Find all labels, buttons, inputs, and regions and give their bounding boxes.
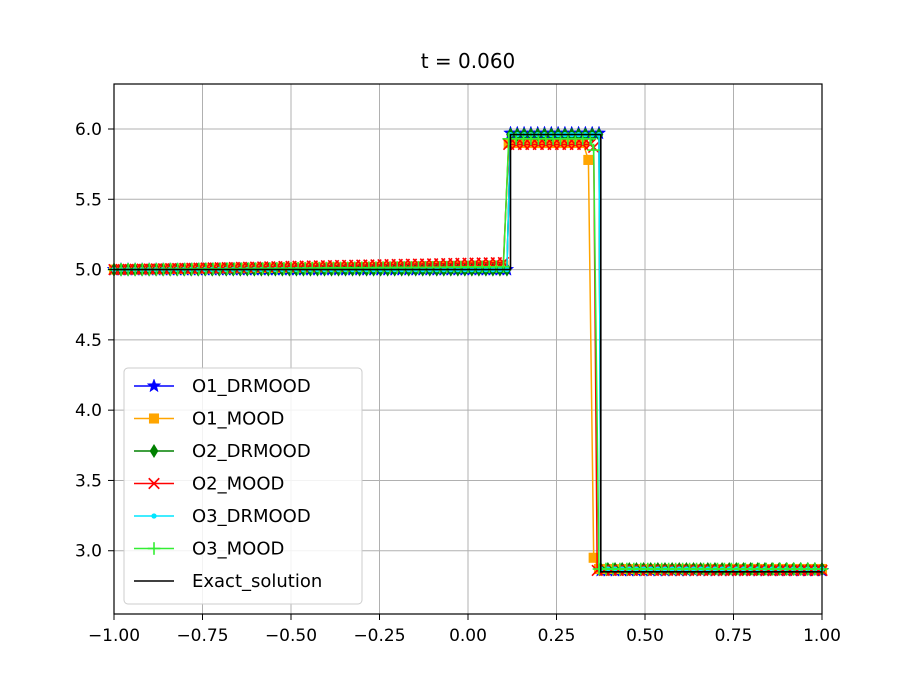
y-tick-label: 4.0 bbox=[75, 401, 102, 421]
axes: −1.00 −0.75 −0.50 −0.25 0.00 0.25 0.50 0.75 1.00… bbox=[75, 120, 841, 646]
x-tick-label: −0.50 bbox=[265, 626, 317, 646]
y-tick-label: 3.0 bbox=[75, 542, 102, 562]
legend-label: O1_MOOD bbox=[192, 409, 284, 430]
x-tick-label: 0.25 bbox=[538, 626, 576, 646]
x-tick-label: 0.75 bbox=[715, 626, 753, 646]
marker-square bbox=[588, 552, 599, 563]
legend-label: O1_DRMOOD bbox=[192, 376, 311, 397]
marker-plus bbox=[587, 143, 600, 157]
x-tick-label: 0.00 bbox=[449, 626, 487, 646]
marker-square bbox=[537, 138, 548, 149]
y-tick-label: 4.5 bbox=[75, 331, 102, 351]
x-tick-label: −0.25 bbox=[353, 626, 405, 646]
legend-label: O3_DRMOOD bbox=[192, 506, 311, 527]
legend-item: O1_MOOD bbox=[134, 409, 284, 430]
y-tick-label: 5.0 bbox=[75, 261, 102, 281]
legend-item: O2_MOOD bbox=[134, 474, 284, 495]
legend-item: Exact_solution bbox=[134, 571, 322, 592]
marker-x-stroke bbox=[148, 477, 160, 490]
marker-square bbox=[550, 138, 562, 149]
series-exact-solution bbox=[114, 133, 822, 573]
y-tick-label: 3.5 bbox=[75, 471, 102, 491]
legend-item: O2_DRMOOD bbox=[134, 441, 311, 462]
marker-square bbox=[544, 138, 555, 149]
legend-label: O2_DRMOOD bbox=[192, 441, 311, 462]
marker-plus bbox=[147, 542, 161, 555]
series-o3-mood bbox=[107, 132, 829, 576]
series-line bbox=[114, 133, 822, 573]
legend-label: Exact_solution bbox=[192, 571, 322, 592]
x-tick-label: 0.50 bbox=[626, 626, 664, 646]
marker-square bbox=[530, 138, 541, 149]
legend-item: O3_DRMOOD bbox=[134, 506, 311, 527]
marker-square bbox=[148, 413, 160, 424]
y-tick-label: 6.0 bbox=[75, 120, 102, 140]
x-tick-label: 1.00 bbox=[803, 626, 841, 646]
legend: O1_DRMOOD O1_MOOD O2_DRMOOD O2_MOOD O3_DRMOO… bbox=[123, 367, 363, 605]
legend-label: O3_MOOD bbox=[192, 539, 284, 560]
marker-x bbox=[148, 477, 160, 490]
marker-plus bbox=[497, 260, 510, 274]
legend-item: O1_DRMOOD bbox=[134, 376, 311, 397]
marker-square bbox=[583, 154, 594, 165]
y-tick-label: 5.5 bbox=[75, 190, 102, 210]
x-tick-label: −1.00 bbox=[88, 626, 140, 646]
marker-diamond bbox=[149, 444, 159, 458]
legend-label: O2_MOOD bbox=[192, 474, 284, 495]
marker-star bbox=[146, 378, 162, 393]
x-tick-label: −0.75 bbox=[176, 626, 228, 646]
marker-dot bbox=[151, 513, 157, 519]
chart-title: t = 0.060 bbox=[421, 49, 516, 73]
legend-item: O3_MOOD bbox=[134, 539, 284, 560]
legend-box bbox=[123, 367, 363, 605]
series-layer bbox=[106, 125, 830, 577]
